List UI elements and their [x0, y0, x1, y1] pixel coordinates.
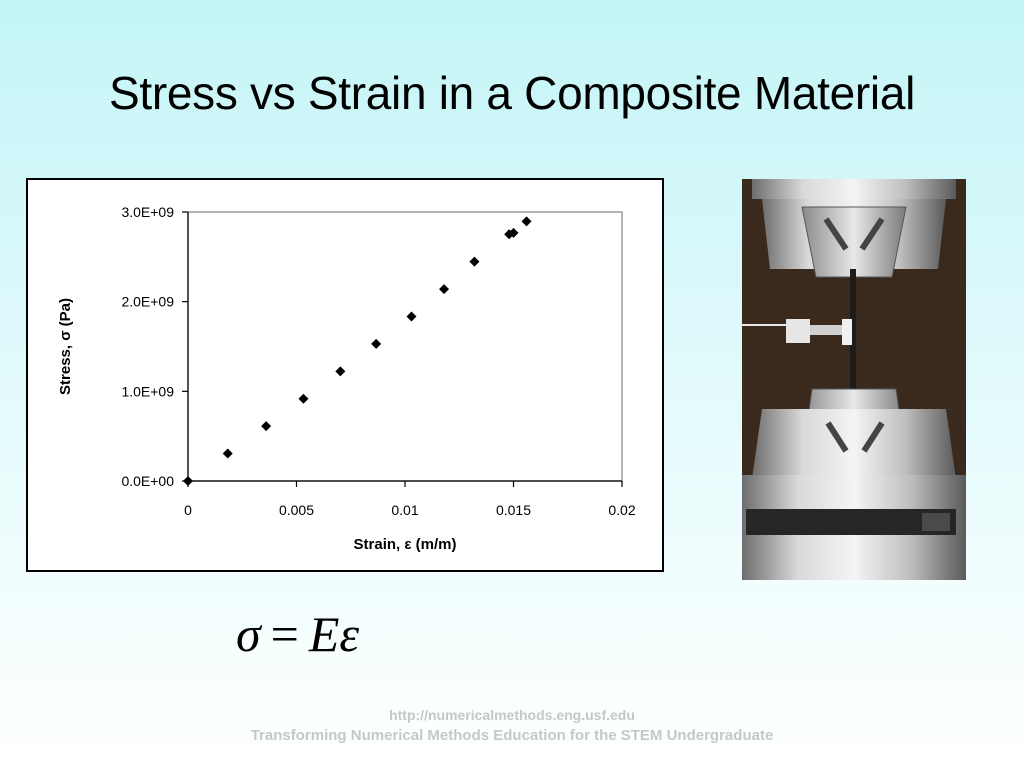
- data-point: [183, 476, 193, 486]
- x-tick-label: 0.015: [496, 502, 531, 518]
- data-point: [504, 229, 515, 240]
- chart-svg: 0.0E+00 1.0E+09 2.0E+09 3.0E+09 0 0.005 0.01 0.…: [57, 204, 636, 553]
- stress-strain-chart: 0.0E+00 1.0E+09 2.0E+09 3.0E+09 0 0.005 0.01 0.…: [26, 178, 664, 572]
- tensile-test-photo: [742, 179, 966, 580]
- x-tick-label: 0: [184, 502, 192, 518]
- data-point: [261, 421, 272, 432]
- y-tick-label: 2.0E+09: [121, 294, 174, 310]
- equation-rhs: Eε: [308, 606, 360, 662]
- x-tick-label: 0.02: [608, 502, 635, 518]
- equation: σ = Eε: [236, 604, 456, 664]
- y-tick-label: 3.0E+09: [121, 204, 174, 220]
- x-axis-title: Strain, ε (m/m): [354, 536, 457, 553]
- tensile-machine-image: [742, 179, 966, 580]
- footer-url[interactable]: http://numericalmethods.eng.usf.edu: [389, 707, 635, 723]
- plot-area: [187, 211, 623, 482]
- x-tick-label: 0.01: [391, 502, 418, 518]
- slide-title: Stress vs Strain in a Composite Material: [108, 67, 916, 119]
- data-point: [335, 366, 346, 377]
- data-point: [469, 256, 480, 267]
- data-point: [439, 284, 450, 295]
- footer-tagline: Transforming Numerical Methods Education…: [250, 727, 774, 744]
- data-point: [222, 448, 233, 459]
- y-tick-label: 0.0E+00: [121, 473, 174, 489]
- y-tick-label: 1.0E+09: [121, 383, 174, 399]
- y-axis-title: Stress, σ (Pa): [57, 298, 74, 395]
- equation-sign: =: [270, 606, 299, 662]
- equation-lhs: σ: [236, 606, 261, 662]
- data-point: [371, 338, 382, 349]
- data-point: [298, 393, 309, 404]
- data-point: [508, 227, 519, 238]
- data-point: [521, 216, 532, 227]
- x-tick-label: 0.005: [279, 502, 314, 518]
- data-point: [406, 311, 417, 322]
